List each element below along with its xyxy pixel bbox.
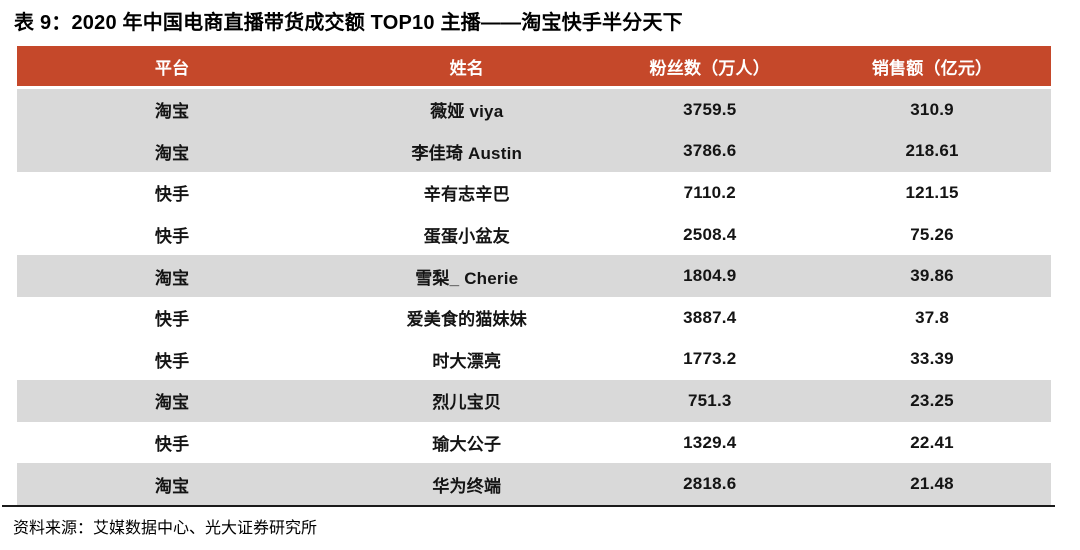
cell-name: 时大漂亮 [432, 351, 502, 371]
cell-platform: 快手 [154, 310, 190, 330]
cell-platform: 快手 [154, 351, 190, 371]
cell-fans: 2508.4 [683, 224, 737, 244]
cell-sales: 121.15 [905, 182, 959, 202]
table-body: 淘宝 薇娅 viya 3759.5 310.9 淘宝 李佳琦 Austin 3786.6 21… [17, 89, 1051, 505]
cell-platform: 快手 [154, 185, 190, 205]
cell-name: 瑜大公子 [432, 435, 502, 455]
cell-name: 李佳琦 Austin [411, 143, 523, 163]
source-note: 资料来源：艾媒数据中心、光大证券研究所 [13, 520, 318, 537]
cell-platform: 淘宝 [154, 393, 190, 413]
cell-platform: 快手 [154, 227, 190, 247]
cell-fans: 3887.4 [683, 307, 737, 327]
cell-name: 爱美食的猫妹妹 [406, 310, 527, 330]
header-sales: 销售额（亿元） [871, 58, 993, 78]
top10-anchors-table: 平台 姓名 粉丝数（万人） 销售额（亿元） 淘宝 薇娅 viya 3759.5 310… [17, 46, 1051, 505]
cell-sales: 37.8 [915, 307, 949, 327]
cell-sales: 310.9 [910, 99, 954, 119]
cell-name: 华为终端 [432, 476, 502, 496]
table-row: 快手 蛋蛋小盆友 2508.4 75.26 [17, 213, 1051, 256]
cell-fans: 2818.6 [683, 474, 737, 494]
cell-platform: 快手 [154, 435, 190, 455]
table-row: 淘宝 雪梨_ Cherie 1804.9 39.86 [17, 255, 1051, 297]
cell-fans: 3759.5 [683, 99, 737, 119]
cell-sales: 39.86 [910, 266, 954, 286]
table-row: 快手 辛有志辛巴 7110.2 121.15 [17, 172, 1051, 214]
cell-platform: 淘宝 [154, 476, 190, 496]
cell-platform: 淘宝 [154, 102, 190, 122]
cell-fans: 3786.6 [683, 141, 737, 161]
table-row: 快手 瑜大公子 1329.4 22.41 [17, 421, 1051, 464]
header-platform: 平台 [154, 58, 190, 78]
cell-platform: 淘宝 [154, 143, 190, 163]
table-header-row: 平台 姓名 粉丝数（万人） 销售额（亿元） [17, 46, 1051, 86]
cell-name: 薇娅 viya [430, 102, 504, 122]
table-row: 淘宝 薇娅 viya 3759.5 310.9 [17, 89, 1051, 131]
cell-fans: 1329.4 [683, 432, 737, 452]
cell-sales: 218.61 [905, 141, 959, 161]
cell-fans: 1773.2 [683, 349, 737, 369]
table-row: 淘宝 华为终端 2818.6 21.48 [17, 463, 1051, 505]
table-row: 淘宝 烈儿宝贝 751.3 23.25 [17, 380, 1051, 422]
table-bottom-rule [2, 505, 1055, 507]
cell-sales: 22.41 [910, 432, 954, 452]
cell-name: 雪梨_ Cherie [415, 268, 519, 288]
cell-platform: 淘宝 [154, 268, 190, 288]
cell-sales: 33.39 [910, 349, 954, 369]
cell-name: 蛋蛋小盆友 [423, 227, 510, 247]
cell-name: 烈儿宝贝 [432, 393, 502, 413]
table-row: 快手 爱美食的猫妹妹 3887.4 37.8 [17, 296, 1051, 339]
page-title: 表 9：2020 年中国电商直播带货成交额 TOP10 主播——淘宝快手半分天下 [14, 12, 683, 34]
cell-name: 辛有志辛巴 [423, 185, 510, 205]
cell-sales: 75.26 [910, 224, 954, 244]
cell-fans: 1804.9 [683, 266, 737, 286]
cell-fans: 7110.2 [683, 182, 736, 202]
cell-fans: 751.3 [687, 390, 732, 410]
header-fans: 粉丝数（万人） [649, 58, 770, 78]
table-row: 快手 时大漂亮 1773.2 33.39 [17, 338, 1051, 381]
table-row: 淘宝 李佳琦 Austin 3786.6 218.61 [17, 130, 1051, 173]
header-name: 姓名 [449, 58, 484, 78]
cell-sales: 21.48 [910, 474, 954, 494]
cell-sales: 23.25 [910, 390, 954, 410]
